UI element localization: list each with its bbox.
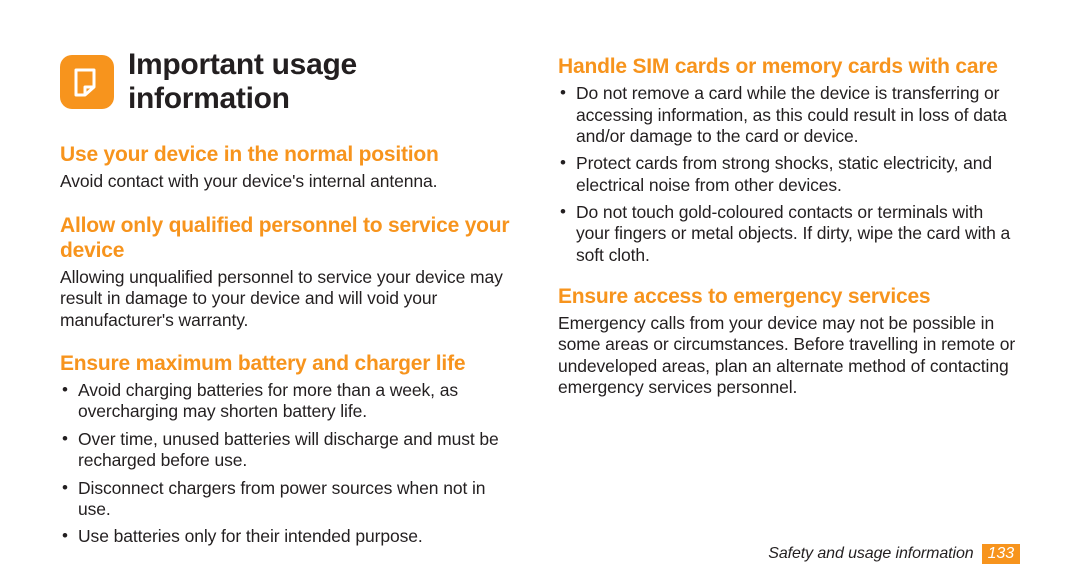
heading-qualified-personnel: Allow only qualified personnel to servic… <box>60 213 522 263</box>
body-emergency-services: Emergency calls from your device may not… <box>558 313 1020 398</box>
bullets-sim-cards: Do not remove a card while the device is… <box>558 83 1020 266</box>
bullets-battery-life: Avoid charging batteries for more than a… <box>60 380 522 547</box>
page-number: 133 <box>982 544 1020 564</box>
list-item: Avoid charging batteries for more than a… <box>60 380 522 423</box>
heading-emergency-services: Ensure access to emergency services <box>558 284 1020 309</box>
body-normal-position: Avoid contact with your device's interna… <box>60 171 522 192</box>
page-footer: Safety and usage information 133 <box>768 544 1020 564</box>
footer-label: Safety and usage information <box>768 545 973 563</box>
body-qualified-personnel: Allowing unqualified personnel to servic… <box>60 267 522 331</box>
list-item: Do not touch gold-coloured contacts or t… <box>558 202 1020 266</box>
page-title: Important usage information <box>128 48 522 116</box>
heading-sim-cards: Handle SIM cards or memory cards with ca… <box>558 54 1020 79</box>
list-item: Do not remove a card while the device is… <box>558 83 1020 147</box>
title-row: Important usage information <box>60 48 522 116</box>
heading-normal-position: Use your device in the normal position <box>60 142 522 167</box>
right-column: Handle SIM cards or memory cards with ca… <box>558 48 1020 586</box>
list-item: Protect cards from strong shocks, static… <box>558 153 1020 196</box>
list-item: Over time, unused batteries will dischar… <box>60 429 522 472</box>
left-column: Important usage information Use your dev… <box>60 48 522 586</box>
heading-battery-life: Ensure maximum battery and charger life <box>60 351 522 376</box>
list-item: Use batteries only for their intended pu… <box>60 526 522 547</box>
manual-page: Important usage information Use your dev… <box>0 0 1080 586</box>
note-icon <box>60 55 114 109</box>
list-item: Disconnect chargers from power sources w… <box>60 478 522 521</box>
